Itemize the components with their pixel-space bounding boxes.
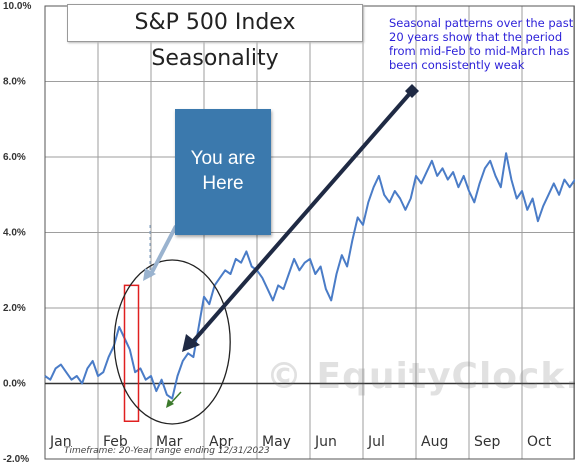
x-tick-label: Feb (103, 434, 128, 450)
x-tick-label: Apr (209, 434, 233, 450)
chart-title: S&P 500 Index Seasonality (67, 4, 363, 71)
y-tick-label: -2.0% (3, 454, 29, 465)
grid-lines (44, 5, 575, 460)
x-axis: Jan Feb Mar Apr May Jun Jul Aug Sep Oct (49, 434, 552, 450)
x-tick-label: Jun (314, 434, 337, 450)
highlight-ellipse (113, 259, 231, 425)
x-tick-label: Aug (421, 434, 448, 450)
big-arrow-line (188, 89, 414, 347)
annotation-note: Seasonal patterns over the past 20 years… (389, 16, 574, 72)
highlight-rectangle (123, 284, 140, 422)
green-arrow-line (169, 391, 182, 405)
x-tick-label: Jan (49, 434, 72, 450)
x-tick-label: May (262, 434, 291, 450)
series-line (44, 152, 575, 400)
timeframe-note: Timeframe: 20-Year range ending 12/31/20… (64, 446, 270, 456)
big-arrow-tail (405, 84, 419, 98)
x-tick-label: Mar (156, 434, 183, 450)
callout-arrow-head (143, 268, 156, 281)
big-arrow-head (182, 334, 200, 352)
x-tick-label: Oct (527, 434, 552, 450)
annotation-overlays (113, 84, 419, 425)
y-tick-label: 4.0% (3, 228, 26, 239)
y-tick-label: 6.0% (3, 152, 26, 163)
watermark: © EquityClock.com (266, 356, 575, 397)
green-arrow-head (166, 399, 174, 408)
x-tick-label: Jul (367, 434, 385, 450)
y-tick-label: 0.0% (3, 379, 26, 390)
callout-arrow-line (148, 225, 178, 277)
y-tick-label: 8.0% (3, 77, 26, 88)
you-are-here-callout: You are Here (175, 109, 271, 235)
x-tick-label: Sep (474, 434, 501, 450)
y-axis: 10.0% 8.0% 6.0% 4.0% 2.0% 0.0% -2.0% (3, 1, 31, 465)
y-tick-label: 2.0% (3, 303, 26, 314)
y-tick-label: 10.0% (3, 1, 31, 12)
callout-text: You are Here (190, 148, 256, 194)
